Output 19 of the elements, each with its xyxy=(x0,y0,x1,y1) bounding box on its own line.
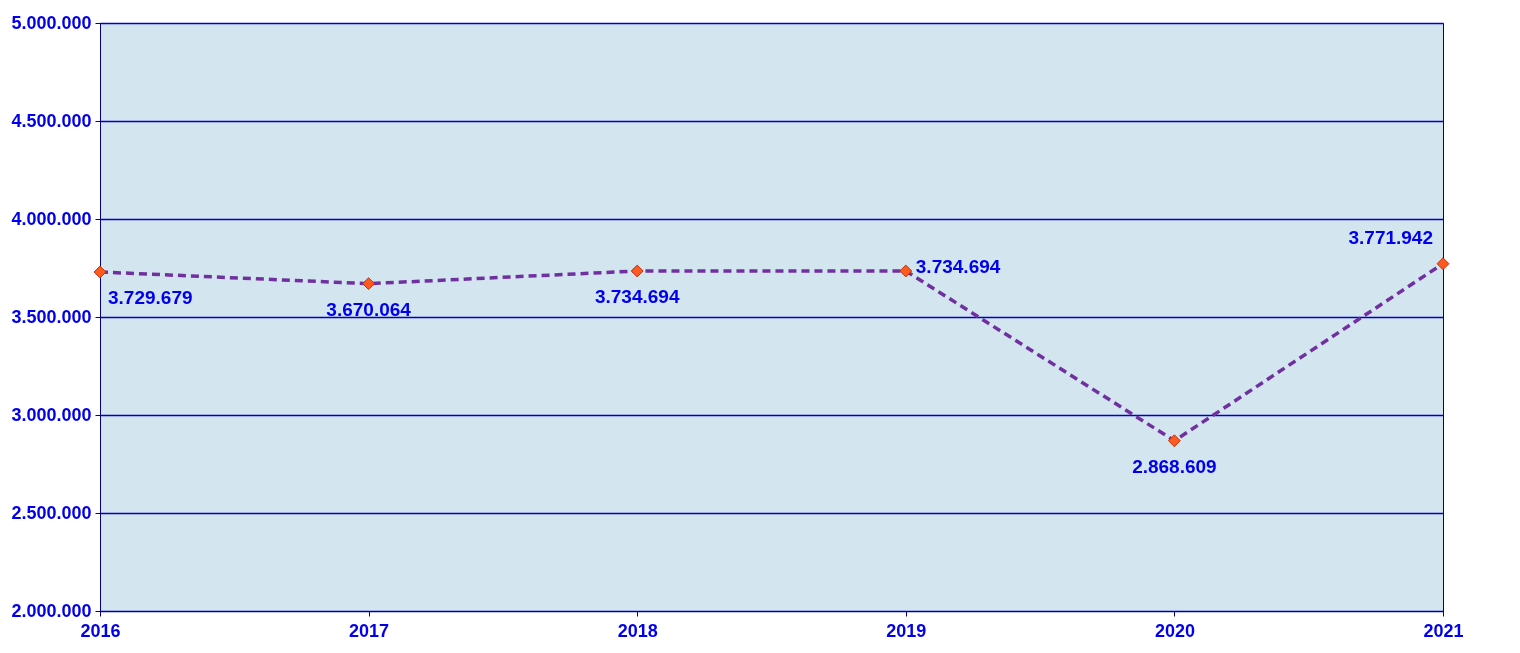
data-label: 3.670.064 xyxy=(326,298,412,320)
x-tick-label: 2019 xyxy=(886,620,927,641)
x-tick-label: 2016 xyxy=(80,620,121,641)
x-tick-label: 2017 xyxy=(349,620,390,641)
data-label: 3.734.694 xyxy=(915,256,1001,277)
x-tick-label: 2021 xyxy=(1423,620,1464,641)
data-label: 3.771.942 xyxy=(1348,226,1433,248)
y-tick-label: 2.500.000 xyxy=(11,502,92,523)
y-tick-label: 4.500.000 xyxy=(11,110,92,131)
y-tick-label: 4.000.000 xyxy=(11,208,92,229)
y-tick-label: 5.000.000 xyxy=(11,12,92,33)
data-label: 2.868.609 xyxy=(1132,455,1217,477)
data-label: 3.734.694 xyxy=(594,286,680,307)
y-tick-label: 3.500.000 xyxy=(11,306,92,327)
data-label: 3.729.679 xyxy=(108,286,193,308)
x-tick-label: 2020 xyxy=(1154,620,1195,641)
y-tick-label: 2.000.000 xyxy=(11,600,92,621)
y-tick-label: 3.000.000 xyxy=(11,404,92,425)
x-tick-label: 2018 xyxy=(617,620,658,641)
